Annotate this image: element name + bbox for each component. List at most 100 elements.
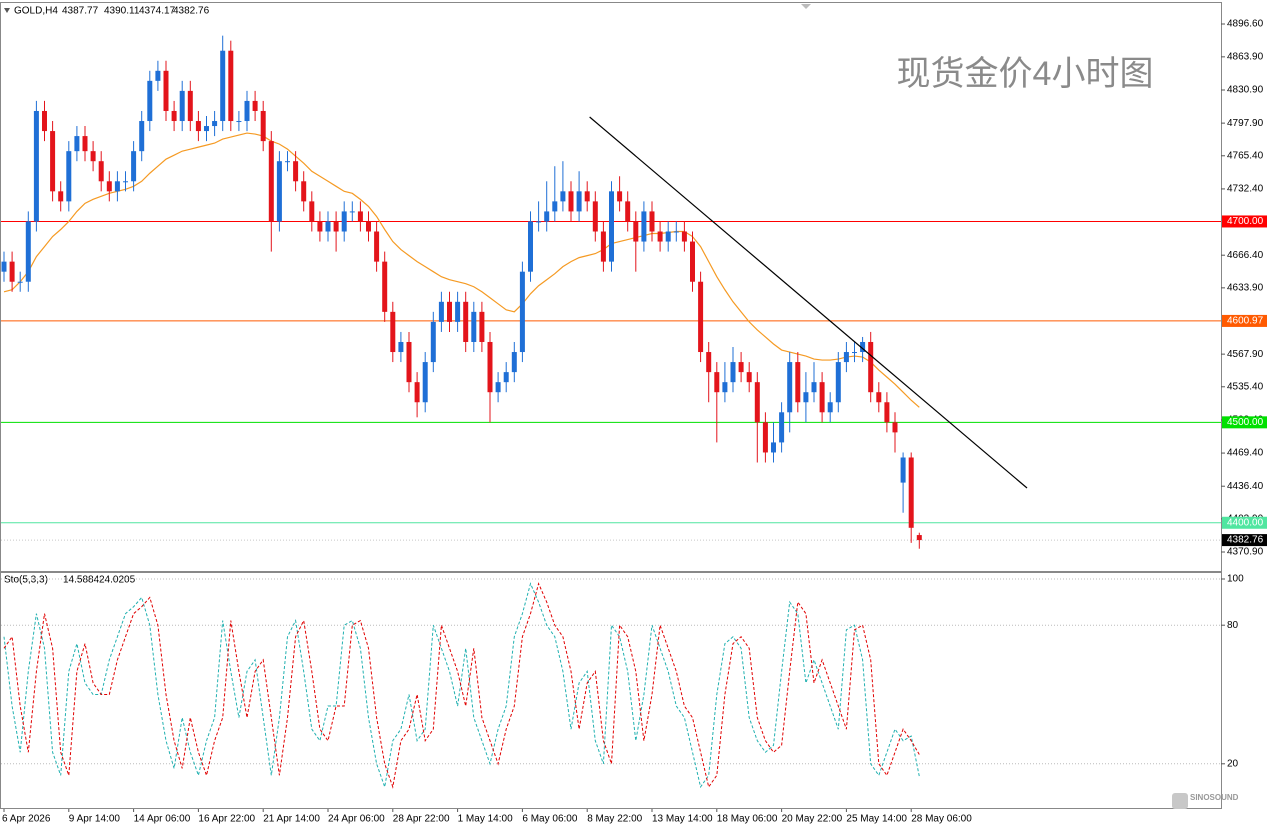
level-label: 4400.00 bbox=[1227, 517, 1264, 528]
candle-body bbox=[690, 241, 695, 282]
candle-body bbox=[139, 121, 145, 152]
candle-body bbox=[884, 402, 890, 423]
candle-body bbox=[868, 341, 874, 393]
candle-body bbox=[471, 311, 477, 342]
y-tick-label: 4633.90 bbox=[1227, 282, 1264, 293]
candle-body bbox=[422, 362, 428, 403]
y-tick-label: 4535.40 bbox=[1227, 381, 1264, 392]
candle-body bbox=[33, 110, 39, 222]
candle-body bbox=[114, 181, 120, 192]
oscillator-panel bbox=[0, 572, 1222, 809]
x-tick-label: 13 May 14:00 bbox=[652, 814, 713, 825]
candle-body bbox=[738, 362, 744, 373]
x-tick-label: 20 May 22:00 bbox=[782, 814, 843, 825]
candle-body bbox=[438, 301, 444, 322]
candle-body bbox=[195, 121, 201, 132]
level-box bbox=[1222, 516, 1267, 529]
candle-body bbox=[455, 301, 461, 322]
candle-body bbox=[803, 392, 809, 403]
logo: SINOSOUND bbox=[1190, 793, 1239, 802]
x-tick-label: 8 May 22:00 bbox=[587, 814, 642, 825]
candle-body bbox=[398, 341, 404, 353]
candle-body bbox=[430, 321, 436, 363]
candle-body bbox=[349, 211, 355, 213]
main-panel bbox=[0, 2, 1222, 572]
candle-body bbox=[187, 90, 193, 122]
candle-body bbox=[285, 161, 290, 163]
candle-body bbox=[511, 352, 517, 373]
candle-body bbox=[309, 201, 315, 222]
candle-body bbox=[892, 422, 898, 433]
candle-body bbox=[754, 382, 760, 423]
x-tick-label: 24 Apr 06:00 bbox=[328, 814, 385, 825]
candle-body bbox=[155, 70, 161, 81]
candle-body bbox=[649, 211, 655, 232]
candle-body bbox=[633, 221, 639, 242]
candle-body bbox=[811, 382, 817, 393]
trend-line bbox=[589, 116, 1028, 489]
candle-body bbox=[576, 191, 582, 212]
candle-body bbox=[276, 161, 282, 222]
candle-body bbox=[552, 201, 558, 212]
candle-body bbox=[568, 191, 574, 212]
candle-body bbox=[908, 457, 914, 528]
candle-body bbox=[900, 457, 906, 483]
x-tick-label: 21 Apr 14:00 bbox=[263, 814, 320, 825]
oscillator-name: Sto(5,3,3) bbox=[4, 575, 48, 586]
last-price-label: 4382.76 bbox=[1227, 535, 1264, 546]
candle-body bbox=[357, 211, 363, 222]
candle-body bbox=[252, 100, 258, 111]
candle-body bbox=[673, 231, 679, 233]
x-tick-label: 9 Apr 14:00 bbox=[69, 814, 121, 825]
candle-body bbox=[171, 110, 177, 122]
y-tick-label: 4567.90 bbox=[1227, 349, 1264, 360]
candle-body bbox=[9, 261, 15, 282]
x-tick-label: 18 May 06:00 bbox=[717, 814, 778, 825]
candle-body bbox=[333, 221, 339, 232]
candle-body bbox=[787, 362, 793, 413]
candle-body bbox=[528, 221, 533, 272]
candle-body bbox=[301, 181, 307, 202]
y-tick-label: 4732.40 bbox=[1227, 184, 1264, 195]
x-tick-label: 6 Apr 2026 bbox=[2, 814, 51, 825]
candle-body bbox=[860, 341, 866, 353]
candle-body bbox=[50, 131, 56, 192]
candle-body bbox=[82, 136, 88, 152]
y-tick-label: 4830.90 bbox=[1227, 85, 1264, 96]
candle-body bbox=[390, 311, 396, 353]
last-open: 4387.77 bbox=[62, 6, 99, 17]
candle-body bbox=[714, 372, 720, 393]
candle-body bbox=[244, 100, 250, 122]
candle-body bbox=[74, 136, 80, 152]
candle-body bbox=[600, 231, 606, 262]
candle-body bbox=[293, 161, 299, 182]
candle-body bbox=[519, 271, 525, 353]
candle-body bbox=[544, 211, 550, 222]
oscillator-tick-label: 80 bbox=[1227, 620, 1239, 631]
symbol-icon bbox=[4, 8, 10, 13]
oscillator-line bbox=[3, 582, 920, 789]
watermark: 现货金价4小时图 bbox=[897, 55, 1154, 93]
y-tick-label: 4436.40 bbox=[1227, 481, 1264, 492]
candle-body bbox=[592, 201, 598, 232]
candle-body bbox=[268, 141, 274, 222]
last-close: 4382.76 bbox=[173, 6, 210, 17]
level-label: 4600.97 bbox=[1227, 316, 1264, 327]
level-label: 4700.00 bbox=[1227, 216, 1264, 227]
candle-body bbox=[698, 281, 704, 353]
x-tick-label: 14 Apr 06:00 bbox=[134, 814, 191, 825]
y-tick-label: 4797.90 bbox=[1227, 118, 1264, 129]
oscillator-line bbox=[3, 582, 920, 789]
x-tick-label: 1 May 14:00 bbox=[458, 814, 513, 825]
oscillator-tick-label: 20 bbox=[1227, 758, 1239, 769]
candle-body bbox=[584, 191, 590, 202]
candle-body bbox=[779, 412, 785, 443]
y-tick-label: 4896.60 bbox=[1227, 19, 1264, 30]
oscillator-tick-label: 100 bbox=[1227, 574, 1244, 585]
x-tick-label: 25 May 14:00 bbox=[846, 814, 907, 825]
candle-body bbox=[382, 261, 388, 312]
candle-body bbox=[447, 301, 452, 322]
candle-body bbox=[762, 422, 768, 453]
